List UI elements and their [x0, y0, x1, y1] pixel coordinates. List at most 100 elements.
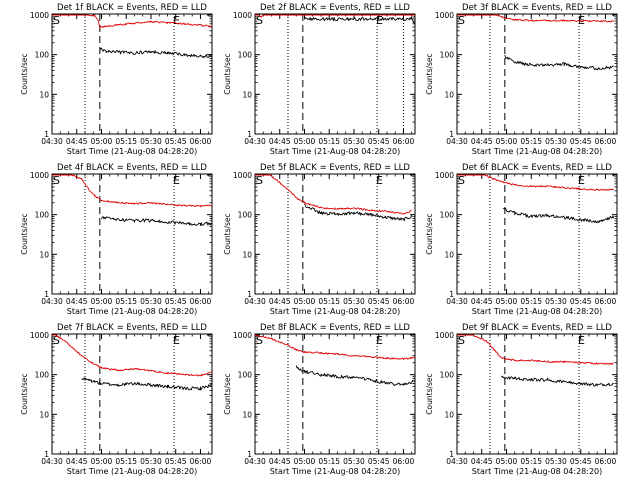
x-tick-label: 05:45 [165, 297, 187, 306]
end-marker: E [578, 334, 585, 347]
y-axis-title: Counts/sec [223, 373, 232, 414]
lld-series-line [457, 174, 614, 192]
x-axis-title: Start Time (21-Aug-08 04:28:20) [270, 307, 401, 316]
start-marker: S [256, 334, 263, 347]
x-tick-label: 05:45 [570, 457, 592, 466]
chart-title: Det 3f BLACK = Events, RED = LLD [462, 3, 612, 13]
start-marker: S [53, 334, 60, 347]
x-tick-label: 05:45 [570, 137, 592, 146]
x-axis-title: Start Time (21-Aug-08 04:28:20) [472, 467, 603, 476]
plot-frame [51, 333, 213, 455]
x-tick-label: 04:45 [66, 297, 88, 306]
end-marker: E [578, 14, 585, 27]
y-tick-label: 100 [440, 51, 455, 60]
y-tick-label: 10 [444, 410, 454, 419]
end-marker: E [173, 14, 180, 27]
lld-series-line [457, 14, 615, 23]
chart-title: Det 5f BLACK = Events, RED = LLD [260, 163, 410, 173]
y-axis-title: Counts/sec [425, 53, 434, 94]
y-tick-label: 1 [449, 130, 454, 139]
end-marker: E [173, 334, 180, 347]
x-tick-label: 05:00 [294, 137, 316, 146]
x-tick-label: 05:15 [318, 457, 340, 466]
end-marker: E [578, 174, 585, 187]
lld-series-line [254, 334, 415, 360]
y-tick-label: 10 [444, 250, 454, 259]
x-tick-label: 05:00 [496, 137, 518, 146]
plot-frame [254, 13, 416, 135]
y-tick-label: 100 [35, 371, 50, 380]
x-tick-label: 04:45 [66, 137, 88, 146]
plot-frame [51, 173, 213, 295]
events-series-line [99, 47, 213, 59]
x-tick-label: 05:00 [294, 297, 316, 306]
x-axis-title: Start Time (21-Aug-08 04:28:20) [67, 467, 198, 476]
y-tick-label: 1 [44, 290, 49, 299]
x-axis-title: Start Time (21-Aug-08 04:28:20) [67, 147, 198, 156]
start-marker: S [458, 174, 465, 187]
x-axis-title: Start Time (21-Aug-08 04:28:20) [472, 307, 603, 316]
x-tick-label: 05:30 [545, 137, 567, 146]
start-marker: S [256, 174, 263, 187]
events-series-line [81, 377, 213, 391]
x-tick-label: 04:45 [269, 297, 291, 306]
y-tick-label: 100 [238, 211, 253, 220]
x-tick-label: 04:30 [446, 457, 468, 466]
x-tick-label: 04:45 [269, 137, 291, 146]
y-axis-title: Counts/sec [425, 213, 434, 254]
x-tick-label: 04:30 [244, 457, 266, 466]
y-tick-label: 1 [449, 290, 454, 299]
x-tick-label: 06:00 [393, 457, 415, 466]
y-axis-title: Counts/sec [20, 213, 29, 254]
events-series-line [503, 207, 615, 224]
chart-title: Det 8f BLACK = Events, RED = LLD [260, 323, 410, 333]
y-tick-label: 1000 [30, 11, 49, 20]
y-axis-title: Counts/sec [425, 373, 434, 414]
x-tick-label: 05:30 [343, 137, 365, 146]
x-tick-label: 05:30 [140, 457, 162, 466]
x-tick-label: 05:15 [318, 137, 340, 146]
plot-frame [456, 13, 618, 135]
events-series-line [304, 203, 413, 222]
x-tick-label: 04:45 [471, 457, 493, 466]
start-marker: S [458, 14, 465, 27]
y-tick-label: 100 [35, 211, 50, 220]
x-tick-label: 05:00 [294, 457, 316, 466]
x-tick-label: 05:00 [496, 457, 518, 466]
x-tick-label: 05:15 [115, 457, 137, 466]
lld-series-line [52, 334, 213, 377]
y-axis-title: Counts/sec [223, 213, 232, 254]
x-tick-label: 04:45 [66, 457, 88, 466]
x-axis-title: Start Time (21-Aug-08 04:28:20) [270, 467, 401, 476]
end-marker: E [173, 174, 180, 187]
x-tick-label: 05:45 [570, 297, 592, 306]
lld-series-line [52, 14, 213, 29]
x-tick-label: 05:30 [140, 137, 162, 146]
start-marker: S [256, 14, 263, 27]
x-tick-label: 05:30 [140, 297, 162, 306]
y-tick-label: 100 [440, 371, 455, 380]
plot-frame [456, 173, 618, 295]
y-tick-label: 1000 [435, 11, 454, 20]
y-tick-label: 10 [242, 410, 252, 419]
plot-frame [51, 13, 213, 135]
x-tick-label: 05:45 [368, 457, 390, 466]
chart-title: Det 4f BLACK = Events, RED = LLD [57, 163, 207, 173]
plot-frame [456, 333, 618, 455]
chart-title: Det 6f BLACK = Events, RED = LLD [462, 163, 612, 173]
y-axis-title: Counts/sec [20, 373, 29, 414]
x-tick-label: 05:30 [545, 297, 567, 306]
x-tick-label: 05:45 [165, 457, 187, 466]
x-tick-label: 05:15 [115, 137, 137, 146]
x-tick-label: 05:45 [368, 137, 390, 146]
plot-frame [254, 333, 416, 455]
chart-title: Det 2f BLACK = Events, RED = LLD [260, 3, 410, 13]
x-tick-label: 04:30 [41, 297, 63, 306]
x-tick-label: 06:00 [393, 137, 415, 146]
